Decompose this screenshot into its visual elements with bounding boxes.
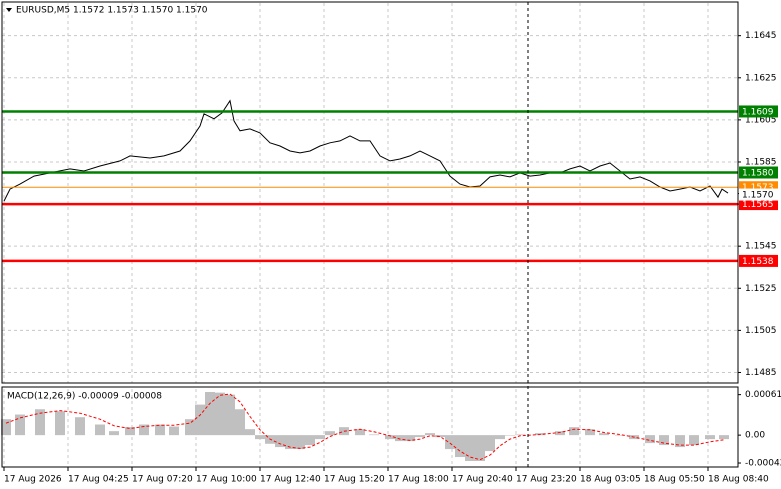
last-price-label: 1.1570	[742, 191, 774, 201]
histogram-bar	[719, 435, 729, 440]
histogram-bar	[599, 433, 609, 436]
y-tick-label: 0.00	[745, 431, 765, 441]
menu-icon	[6, 8, 12, 12]
histogram-bar	[315, 435, 325, 440]
level-label: 1.1565	[742, 200, 774, 210]
histogram-bar	[225, 394, 235, 436]
histogram-bar	[285, 435, 295, 450]
histogram-bar	[109, 431, 119, 436]
histogram-bar	[659, 435, 669, 446]
y-tick-label: 0.00061	[745, 390, 781, 400]
histogram-bar	[455, 435, 465, 458]
histogram-bar	[385, 435, 395, 440]
histogram-bar	[169, 426, 179, 436]
level-label-bg	[739, 166, 778, 179]
x-tick-label: 17 Aug 15:20	[324, 475, 385, 485]
level-label-bg	[739, 254, 778, 267]
x-tick-label: 18 Aug 05:50	[644, 475, 705, 485]
y-tick-label: 1.1485	[745, 368, 777, 378]
histogram-bar	[305, 435, 315, 446]
x-tick-label: 18 Aug 03:05	[580, 475, 641, 485]
x-tick-label: 17 Aug 2026	[4, 475, 62, 485]
y-tick-label: 1.1525	[745, 284, 777, 294]
histogram-bar	[369, 434, 379, 436]
histogram-bar	[675, 435, 685, 448]
histogram-bar	[235, 409, 245, 436]
y-tick-label: 1.1605	[745, 115, 777, 125]
histogram-bar	[125, 427, 135, 436]
histogram-bar	[395, 435, 405, 442]
histogram-bar	[645, 435, 655, 444]
level-label: 1.1609	[742, 107, 774, 117]
level-label: 1.1580	[742, 169, 774, 179]
y-tick-label: 1.1585	[745, 157, 777, 167]
histogram-bar	[505, 435, 515, 436]
y-tick-label: 1.1625	[745, 73, 777, 83]
x-tick-label: 17 Aug 20:40	[452, 475, 513, 485]
histogram-bar	[205, 391, 215, 436]
histogram-bar	[615, 435, 625, 436]
level-label-bg	[739, 198, 778, 211]
level-label-bg	[739, 105, 778, 118]
x-tick-label: 18 Aug 08:40	[708, 475, 769, 485]
level-label: 1.1538	[742, 257, 774, 267]
chart-title: EURUSD,M5 1.1572 1.1573 1.1570 1.1570	[16, 6, 208, 16]
histogram-bar	[325, 431, 335, 436]
histogram-bar	[95, 424, 105, 436]
label-layer: 17 Aug 2026 17 Aug 04:25 17 Aug 07:20 17 Au…	[4, 31, 781, 484]
histogram-bar	[275, 435, 285, 448]
histogram-bar	[355, 429, 365, 436]
histogram-bar	[515, 434, 525, 436]
histogram-bar	[155, 424, 165, 436]
histogram-bar	[425, 433, 435, 436]
x-tick-label: 17 Aug 12:40	[260, 475, 321, 485]
histogram-bar	[555, 431, 565, 436]
histogram-bar	[415, 435, 425, 438]
ask-label: 1.1573	[742, 183, 774, 193]
macd-frame	[1, 386, 739, 468]
x-tick-label: 17 Aug 10:00	[196, 475, 257, 485]
histogram-bar	[75, 417, 85, 436]
histogram-bar	[255, 435, 265, 440]
y-tick-label: 1.1545	[745, 242, 777, 252]
histogram-bar	[585, 429, 595, 436]
histogram-bar	[465, 435, 475, 462]
x-tick-label: 17 Aug 23:20	[516, 475, 577, 485]
macd-title: MACD(12,26,9) -0.00009 -0.00008	[7, 392, 162, 402]
histogram-bar	[15, 414, 25, 436]
histogram-bar	[435, 435, 445, 438]
histogram-bar	[35, 409, 45, 436]
mark-layer	[1, 99, 741, 462]
histogram-bar	[405, 435, 415, 442]
histogram-bar	[475, 435, 485, 462]
histogram-bar	[139, 424, 149, 436]
signal-line	[5, 393, 725, 461]
histogram-bar	[689, 435, 699, 446]
histogram-bar	[215, 392, 225, 436]
histogram-bar	[445, 435, 455, 450]
y-tick-label: 1.1505	[745, 326, 777, 336]
histogram-bar	[1, 419, 11, 436]
x-tick-label: 17 Aug 18:00	[388, 475, 449, 485]
histogram-bar	[569, 427, 579, 436]
histogram-bar	[55, 411, 65, 436]
histogram-bar	[185, 419, 195, 436]
histogram-bar	[495, 435, 505, 440]
histogram-bar	[295, 435, 305, 450]
x-tick-label: 17 Aug 04:25	[68, 475, 129, 485]
histogram-bar	[485, 435, 495, 452]
y-tick-label: 1.1645	[745, 31, 777, 41]
price-frame	[1, 1, 739, 384]
last-price-label-bg	[739, 188, 778, 201]
x-tick-label: 17 Aug 07:20	[132, 475, 193, 485]
histogram-bar	[245, 429, 255, 436]
histogram-bar	[705, 435, 715, 440]
y-tick-label: -0.00042	[745, 459, 781, 469]
histogram-bar	[195, 404, 205, 436]
